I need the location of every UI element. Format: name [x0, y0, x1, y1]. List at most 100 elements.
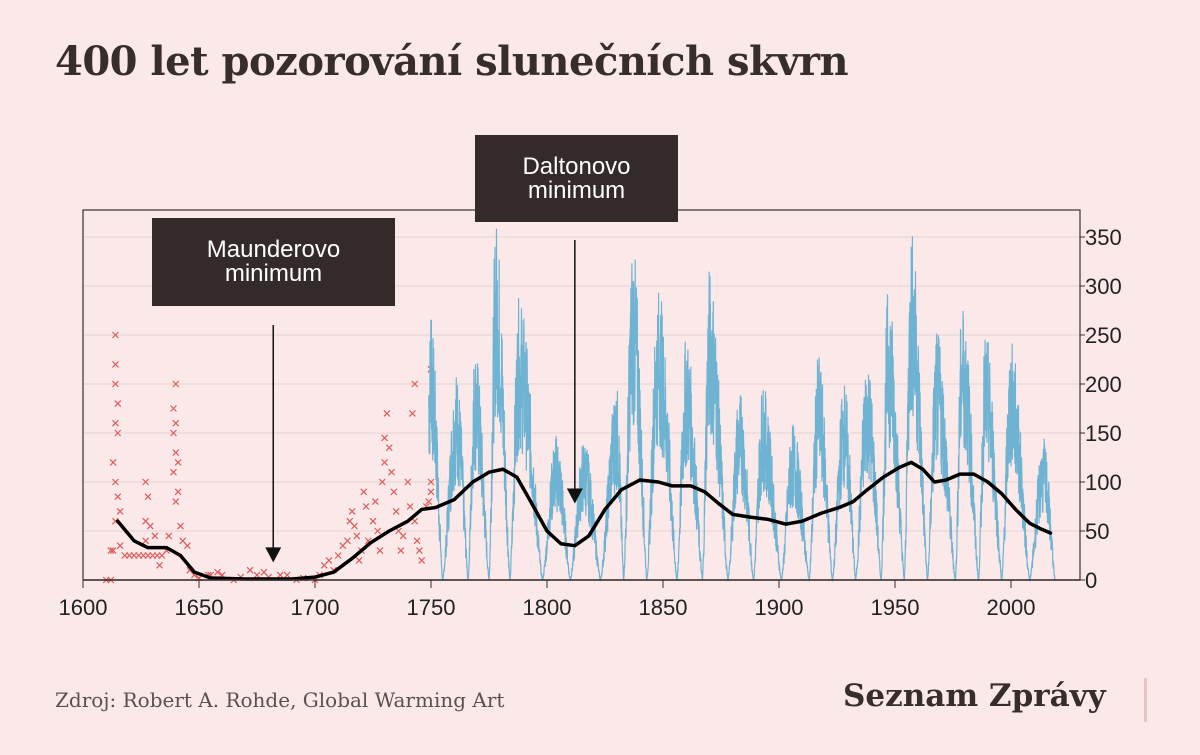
observation-marker	[114, 493, 122, 501]
observation-marker	[144, 493, 152, 501]
dalton-line2: minimum	[527, 176, 626, 204]
observation-marker	[109, 458, 117, 466]
observation-marker	[390, 488, 398, 496]
y-tick-label: 200	[1085, 372, 1122, 397]
observation-marker	[369, 517, 377, 525]
observation-marker	[376, 547, 384, 555]
observation-marker	[404, 478, 412, 486]
smoothed-line	[116, 460, 1053, 581]
observation-marker	[170, 405, 177, 412]
x-tick-label: 1900	[755, 595, 804, 620]
observation-marker	[397, 547, 405, 555]
y-tick-label: 300	[1085, 274, 1122, 299]
observation-marker	[399, 532, 407, 540]
observation-marker	[325, 556, 333, 564]
y-tick-label: 150	[1085, 421, 1122, 446]
observation-marker	[385, 444, 393, 452]
observation-marker	[427, 488, 435, 496]
x-tick-label: 1950	[871, 595, 920, 620]
observation-marker	[112, 419, 119, 427]
observation-marker	[381, 434, 389, 442]
observation-marker	[183, 542, 191, 550]
observation-marker	[112, 478, 119, 486]
dalton-minimum-label: Daltonovo minimum	[475, 135, 678, 222]
y-tick-label: 0	[1085, 568, 1097, 593]
observation-marker	[112, 380, 119, 388]
observation-marker	[425, 498, 433, 506]
source-note: Zdroj: Robert A. Rohde, Global Warming A…	[55, 688, 505, 712]
monthly-line	[428, 228, 1058, 583]
x-tick-label: 1700	[291, 595, 340, 620]
observation-marker	[406, 503, 414, 510]
observation-marker	[116, 542, 124, 550]
observation-marker	[415, 547, 423, 555]
observation-marker	[109, 547, 117, 555]
observation-marker	[142, 478, 150, 486]
observation-marker	[371, 498, 379, 506]
observation-marker	[392, 507, 400, 515]
observation-marker	[172, 449, 180, 457]
observation-marker	[360, 488, 368, 496]
observation-markers	[102, 331, 435, 584]
x-tick-label: 1800	[523, 595, 572, 620]
observation-marker	[418, 556, 426, 564]
observation-marker	[214, 568, 221, 576]
observation-marker	[344, 537, 351, 545]
observation-marker	[348, 507, 356, 515]
observation-marker	[116, 507, 124, 515]
observation-marker	[112, 360, 119, 368]
observation-marker	[283, 571, 291, 579]
observation-marker	[107, 547, 115, 555]
observation-marker	[383, 409, 391, 417]
observation-marker	[170, 429, 177, 437]
sunspot-chart: 0 50 100 150 200 250 300 350 1600 1650 1700 1750 180…	[59, 209, 1122, 620]
observation-marker	[351, 522, 358, 530]
observation-marker	[381, 458, 389, 466]
observation-marker	[362, 503, 370, 510]
observation-marker	[172, 380, 180, 388]
observation-marker	[427, 478, 435, 486]
dalton-arrowhead	[566, 488, 583, 504]
y-tick-label: 250	[1085, 323, 1122, 348]
maunder-minimum-label: Maunderovo minimum	[152, 218, 395, 306]
maunder-line1: Maunderovo	[206, 236, 341, 263]
y-tick-label: 350	[1085, 225, 1122, 250]
maunder-arrowhead	[265, 547, 282, 563]
dalton-line1: Daltonovo	[522, 152, 631, 180]
y-tick-label: 100	[1085, 470, 1122, 495]
observation-marker	[142, 537, 150, 545]
observation-marker	[177, 522, 184, 530]
observation-marker	[172, 419, 180, 427]
observation-marker	[413, 537, 421, 545]
observation-marker	[114, 400, 122, 408]
chart-title: 400 let pozorování slunečních skvrn	[55, 38, 849, 85]
observation-marker	[334, 552, 342, 559]
monthly-series	[428, 228, 1058, 583]
observation-marker	[156, 561, 163, 569]
observation-marker	[353, 532, 361, 540]
observation-marker	[276, 571, 284, 579]
maunder-line2: minimum	[224, 260, 323, 287]
smoothed-series	[116, 460, 1053, 581]
observation-marker	[114, 429, 122, 437]
observation-marker	[165, 532, 173, 540]
annotation-arrows	[265, 240, 583, 563]
observation-marker	[151, 532, 159, 540]
observation-marker	[411, 380, 419, 388]
observation-marker	[174, 488, 182, 496]
x-tick-label: 1750	[407, 595, 456, 620]
observation-marker	[355, 556, 363, 564]
observation-marker	[378, 478, 386, 486]
observation-marker	[246, 566, 254, 574]
observation-marker	[253, 571, 261, 579]
axes: 0 50 100 150 200 250 300 350 1600 1650 1700 1750 180…	[59, 209, 1122, 620]
y-tick-label: 50	[1085, 519, 1109, 544]
observation-marker	[388, 468, 395, 476]
seznam-zpravy-logo: Seznam Zprávy	[843, 678, 1106, 714]
x-tick-label: 2000	[987, 595, 1036, 620]
logo-divider	[1144, 678, 1147, 722]
observation-marker	[112, 331, 119, 339]
observation-marker	[409, 409, 416, 417]
observation-marker	[146, 522, 154, 530]
observation-marker	[172, 498, 180, 506]
